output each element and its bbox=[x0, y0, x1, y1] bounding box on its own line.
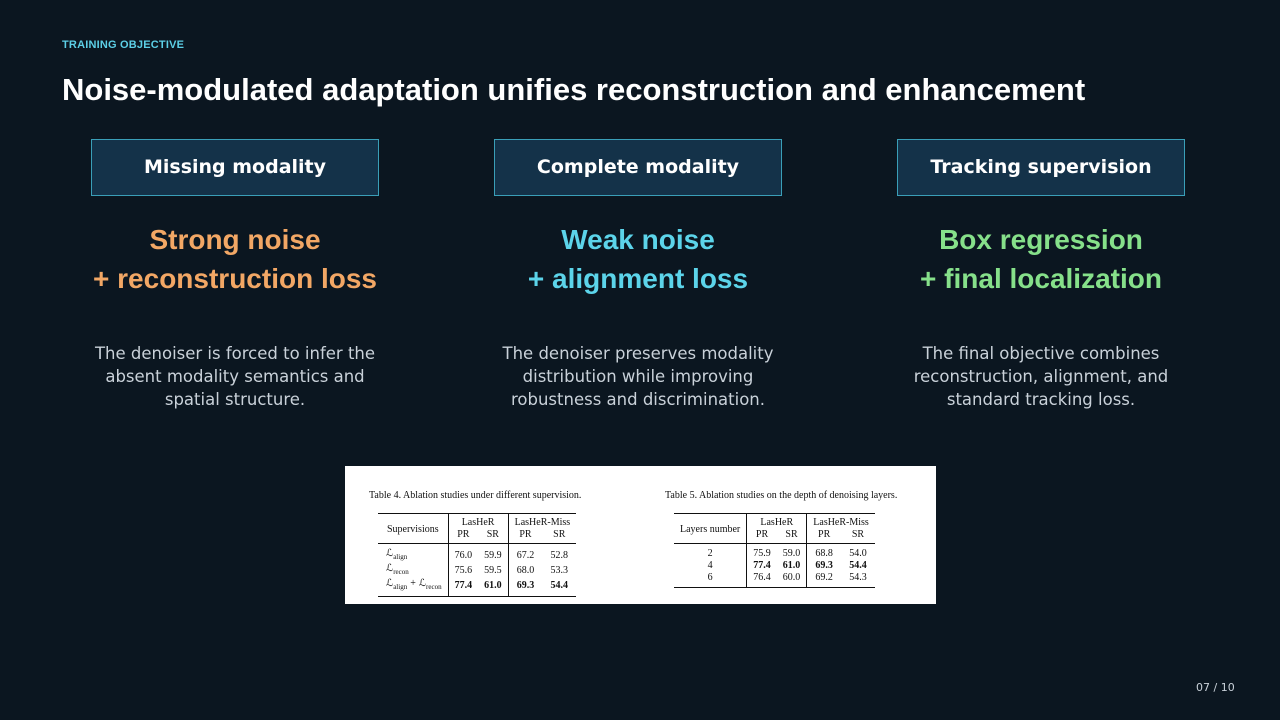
table-cell: 60.0 bbox=[776, 572, 807, 588]
group-header: LasHeR bbox=[447, 513, 509, 529]
row-label: ℒalign + ℒrecon bbox=[378, 578, 449, 597]
table-cell: 53.3 bbox=[550, 564, 569, 576]
row-label: ℒrecon bbox=[378, 563, 448, 578]
table-row: 6 76.4 60.0 69.2 54.3 bbox=[674, 572, 875, 588]
headline-line: Weak noise bbox=[561, 224, 715, 255]
header-row: PR SR PR SR bbox=[378, 529, 577, 544]
headline-line: Strong noise bbox=[149, 224, 321, 255]
label-subscript: recon bbox=[426, 583, 442, 591]
table-cell: 77.4 bbox=[746, 560, 777, 572]
label-part: ℒ bbox=[418, 578, 427, 589]
table-cell: 54.4 bbox=[849, 560, 867, 571]
metric-header: PR bbox=[507, 529, 543, 544]
label-part: 4 bbox=[707, 560, 713, 571]
header-row: Layers number LasHeR LasHeR-Miss bbox=[674, 513, 875, 544]
column: Missing modality Strong noise + reconstruc… bbox=[35, 139, 435, 411]
label-part: + bbox=[410, 578, 416, 589]
header-row: PR SR PR SR bbox=[674, 529, 875, 544]
table-row: 2 75.9 59.0 68.8 54.0 bbox=[674, 543, 875, 561]
row-label: 2 bbox=[674, 544, 747, 561]
headline-line: Box regression bbox=[939, 224, 1143, 255]
metric-header: PR bbox=[447, 529, 479, 544]
group-header: LasHeR-Miss bbox=[806, 513, 875, 529]
headline-line: + final localization bbox=[920, 263, 1162, 294]
table-block: Table 5. Ablation studies on the depth o… bbox=[665, 490, 897, 588]
metric-header: PR bbox=[806, 529, 842, 544]
row-label: 6 bbox=[674, 572, 747, 588]
table-cell: 69.2 bbox=[806, 572, 842, 588]
table-cell: 61.0 bbox=[478, 578, 509, 597]
slide-title: Noise-modulated adaptation unifies recon… bbox=[62, 72, 1086, 107]
headline: Weak noise + alignment loss bbox=[438, 220, 838, 298]
table-cell: 68.0 bbox=[507, 563, 543, 578]
table-head: Layers number LasHeR LasHeR-Miss PR SR PR SR bbox=[674, 513, 875, 544]
label-subscript: recon bbox=[393, 568, 409, 576]
label-part: 6 bbox=[707, 572, 713, 583]
table: Supervisions LasHeR LasHeR-Miss PR SR PR SR ℒal… bbox=[378, 513, 577, 597]
label-part: 2 bbox=[707, 548, 713, 559]
metric-header: SR bbox=[841, 529, 875, 544]
metric-header: SR bbox=[776, 529, 807, 544]
label-part: ℒ bbox=[386, 578, 394, 589]
table-cell: 59.9 bbox=[484, 549, 502, 561]
header-row: Supervisions LasHeR LasHeR-Miss bbox=[378, 513, 577, 544]
table-row: 4 77.4 61.0 69.3 54.4 bbox=[674, 560, 875, 572]
label-subscript: align bbox=[393, 583, 408, 591]
metric-header: PR bbox=[746, 529, 777, 544]
table-cell: 59.5 bbox=[484, 564, 502, 576]
group-header: LasHeR-Miss bbox=[507, 513, 577, 529]
table-cell: 52.8 bbox=[550, 549, 569, 561]
table-body: ℒalign 76.0 59.9 67.2 52.8 ℒrecon 75.6 59.5 68.0… bbox=[378, 543, 577, 597]
table-cell: 54.4 bbox=[542, 578, 577, 597]
headline-line: + alignment loss bbox=[527, 263, 749, 294]
headline-line: + reconstruction loss bbox=[93, 263, 377, 294]
table-cell: 75.9 bbox=[746, 543, 777, 560]
metric-header: SR bbox=[542, 529, 577, 544]
table-cell: 67.2 bbox=[507, 543, 543, 563]
column-header: Tracking supervision bbox=[897, 139, 1185, 196]
column-header: Missing modality bbox=[91, 139, 379, 196]
column-header: Complete modality bbox=[494, 139, 782, 196]
label-part: ℒ bbox=[386, 548, 394, 559]
row-label: ℒalign bbox=[378, 544, 448, 564]
table-cell: 54.0 bbox=[849, 548, 867, 559]
description: The denoiser is forced to infer the abse… bbox=[94, 344, 376, 409]
row-header: Layers number bbox=[674, 513, 747, 544]
table-cell: 59.0 bbox=[782, 548, 801, 559]
section-label: TRAINING OBJECTIVE bbox=[62, 39, 185, 51]
metric-header: SR bbox=[478, 529, 509, 544]
column: Tracking supervision Box regression + fina… bbox=[841, 139, 1241, 411]
table-cell: 75.6 bbox=[447, 563, 479, 578]
table-body: 2 75.9 59.0 68.8 54.0 4 77.4 61.0 69.3 54.4 6 76.4 6… bbox=[674, 543, 875, 588]
table-figure: Table 4. Ablation studies under differen… bbox=[345, 466, 936, 604]
table-cell: 69.3 bbox=[507, 578, 543, 597]
row-header: Supervisions bbox=[378, 513, 449, 544]
table-cell: 76.4 bbox=[746, 572, 777, 588]
label-part: ℒ bbox=[386, 563, 394, 574]
table-block: Table 4. Ablation studies under differen… bbox=[369, 490, 581, 597]
label-subscript: align bbox=[393, 553, 408, 561]
column: Complete modality Weak noise + alignment l… bbox=[438, 139, 838, 411]
table-row: ℒalign 76.0 59.9 67.2 52.8 bbox=[378, 543, 576, 564]
description: The final objective combines reconstruct… bbox=[913, 344, 1169, 409]
table-row: ℒalign + ℒrecon 77.4 61.0 69.3 54.4 bbox=[378, 578, 577, 597]
page-number: 07 / 10 bbox=[1196, 681, 1235, 694]
headline: Strong noise + reconstruction loss bbox=[35, 220, 435, 298]
table-cell: 76.0 bbox=[447, 543, 479, 563]
table-cell: 68.8 bbox=[806, 543, 842, 560]
table-cell: 61.0 bbox=[782, 560, 801, 571]
headline: Box regression + final localization bbox=[841, 220, 1241, 298]
table-cell: 54.3 bbox=[841, 572, 875, 588]
table-row: ℒrecon 75.6 59.5 68.0 53.3 bbox=[378, 563, 576, 578]
table-caption: Table 4. Ablation studies under differen… bbox=[369, 490, 582, 501]
table-cell: 69.3 bbox=[806, 560, 842, 572]
row-label: 4 bbox=[674, 560, 747, 572]
description: The denoiser preserves modality distribu… bbox=[502, 344, 774, 409]
group-header: LasHeR bbox=[746, 513, 807, 529]
table: Layers number LasHeR LasHeR-Miss PR SR PR SR 2 7… bbox=[674, 513, 875, 588]
table-cell: 77.4 bbox=[447, 578, 479, 597]
table-caption: Table 5. Ablation studies on the depth o… bbox=[665, 490, 898, 501]
table-head: Supervisions LasHeR LasHeR-Miss PR SR PR SR bbox=[378, 513, 577, 544]
